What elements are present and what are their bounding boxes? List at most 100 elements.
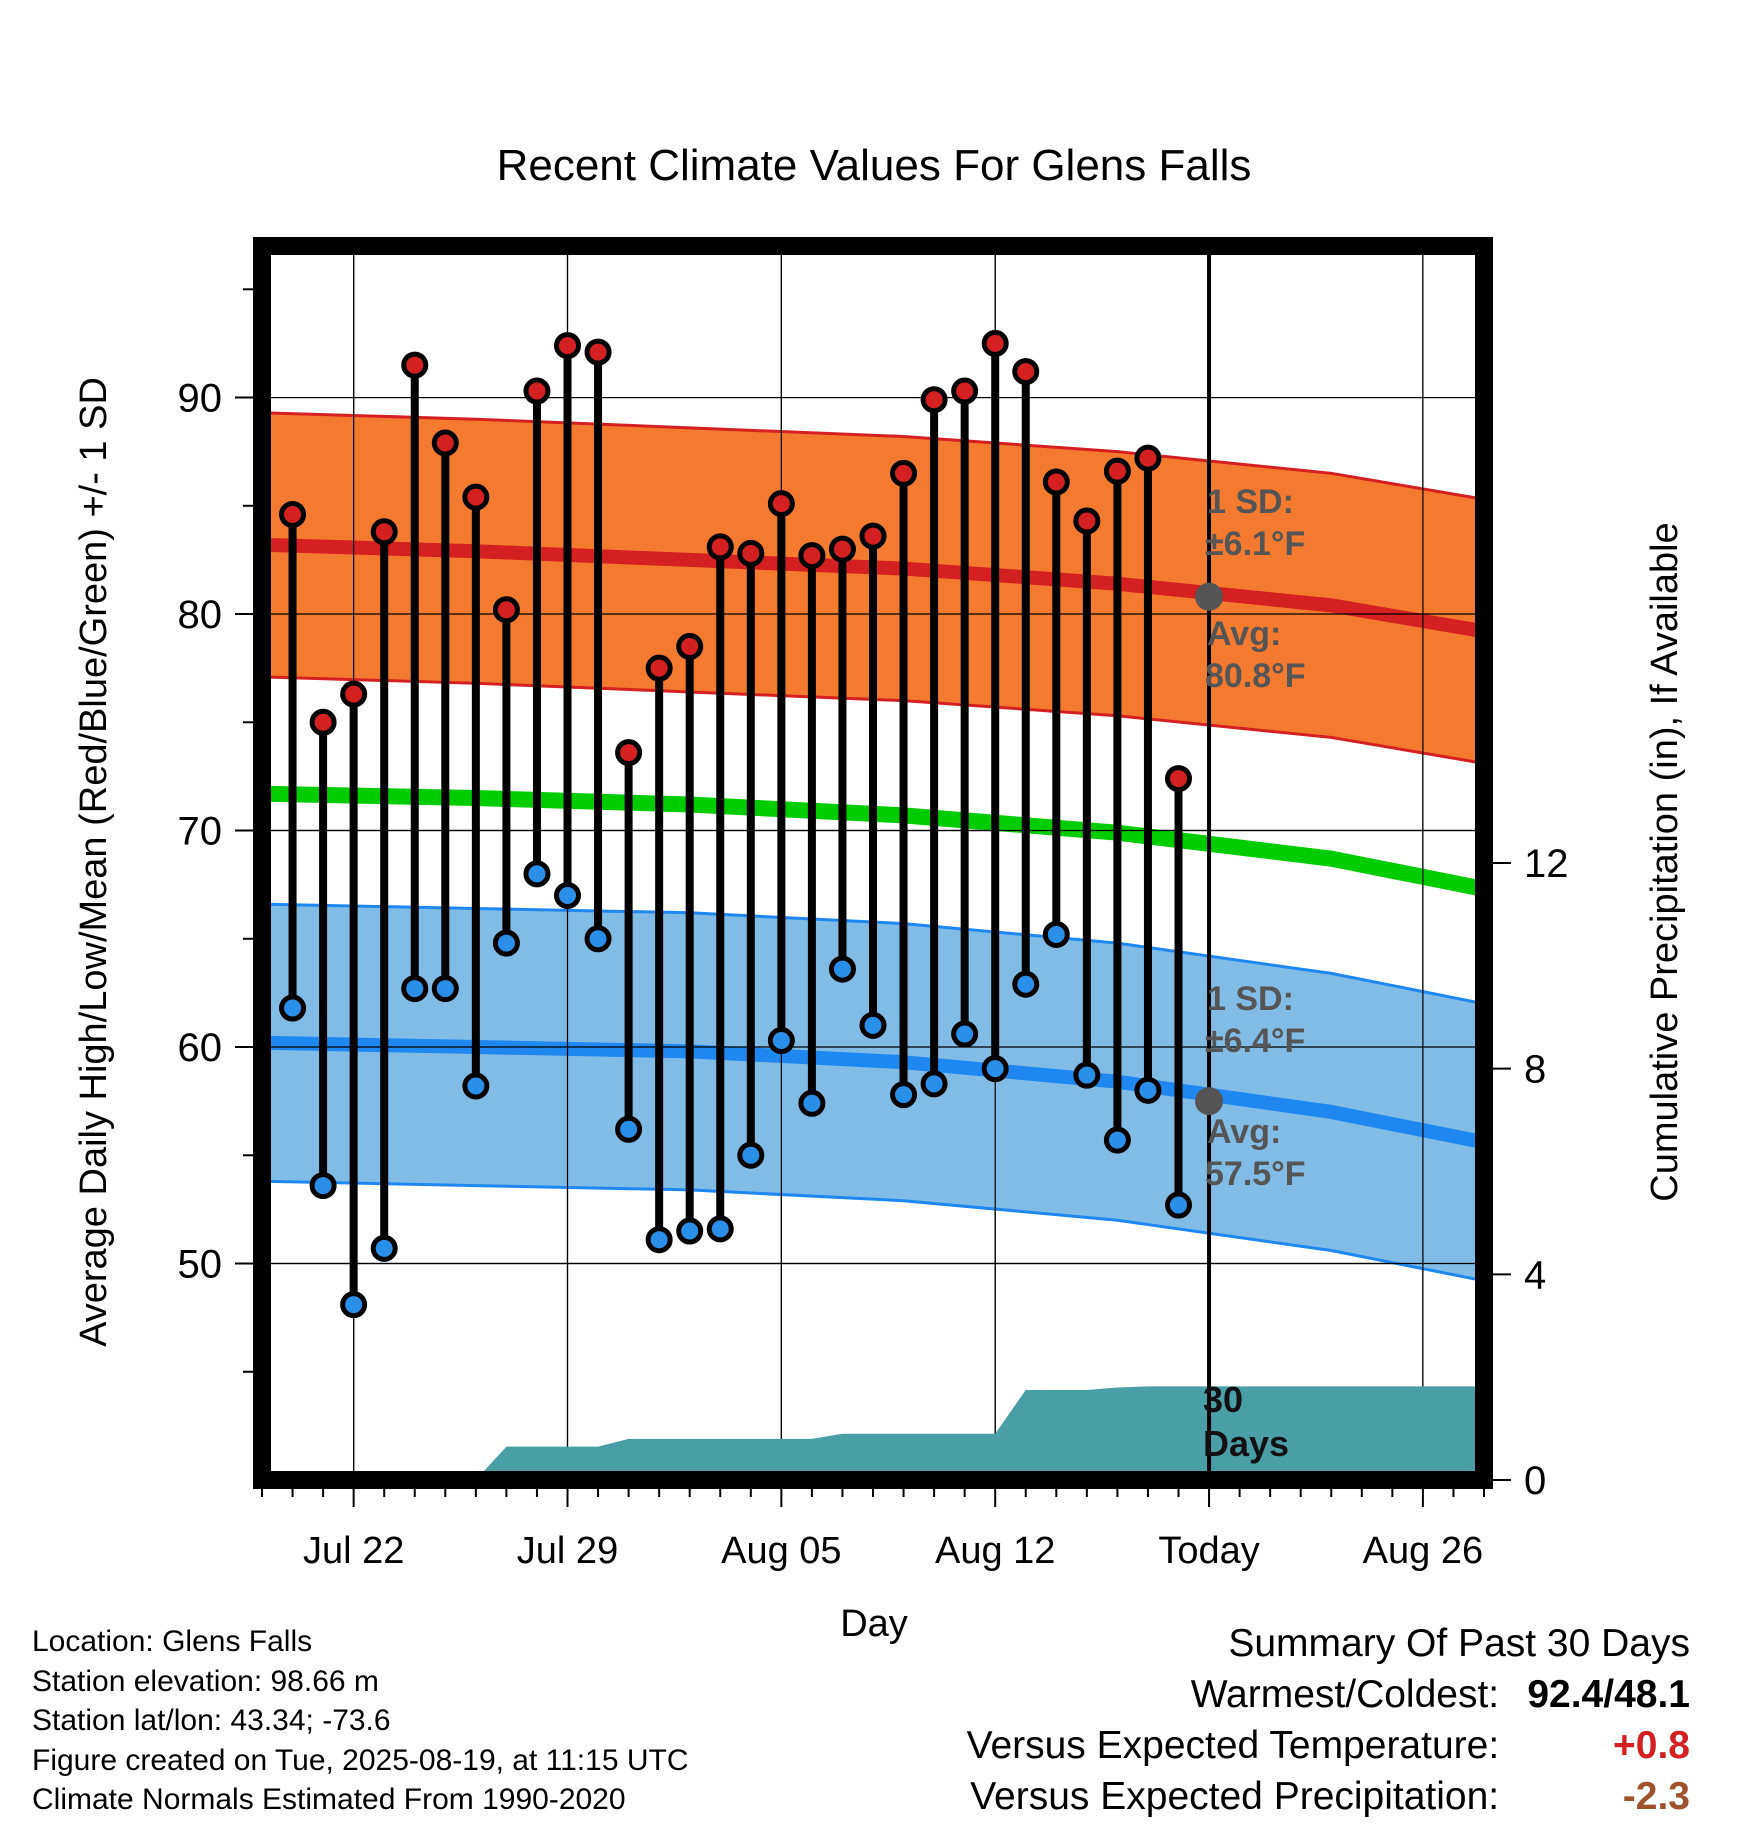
daily-high-point xyxy=(951,377,979,405)
daily-high-point xyxy=(615,739,643,767)
daily-high-point xyxy=(554,332,581,360)
temp-value: +0.8 xyxy=(1613,1724,1690,1767)
location-text: Location: Glens Falls xyxy=(32,1625,313,1658)
elevation-text: Station elevation: 98.66 m xyxy=(32,1664,379,1698)
low-sd-label: 1 SD: xyxy=(1207,980,1294,1018)
daily-high-point xyxy=(767,490,795,518)
low-sd-lower-edge xyxy=(262,1179,1484,1283)
daily-low-point xyxy=(859,1011,887,1039)
daily-low-point xyxy=(767,1027,795,1055)
x-axis-title: Day xyxy=(840,1603,908,1645)
daily-low-point xyxy=(1165,1191,1192,1219)
x-tick-label: Aug 26 xyxy=(1363,1530,1483,1572)
daily-low-point xyxy=(340,1291,368,1319)
x-tick-label: Jul 22 xyxy=(303,1530,404,1572)
y-tick-label: 90 xyxy=(178,377,223,421)
precip-value: -2.3 xyxy=(1622,1775,1690,1818)
high-avg-label: Avg: xyxy=(1207,615,1281,653)
x-tick-label: Aug 12 xyxy=(935,1530,1055,1572)
y-tick-label: 70 xyxy=(178,810,223,854)
x-tick-label: Jul 29 xyxy=(517,1530,618,1572)
summary-temp-row: Versus Expected Temperature: +0.8 xyxy=(967,1720,1690,1771)
today-high-avg-marker xyxy=(1195,582,1224,611)
daily-high-point xyxy=(890,459,918,487)
warmest-value: 92.4/48.1 xyxy=(1527,1673,1690,1716)
daily-high-point xyxy=(279,500,307,528)
precip-label: Versus Expected Precipitation: xyxy=(970,1775,1500,1818)
daily-low-point xyxy=(431,975,459,1003)
low-avg-label: Avg: xyxy=(1207,1113,1281,1151)
plot-inner xyxy=(262,246,1484,1480)
daily-high-point xyxy=(431,429,459,457)
daily-low-point xyxy=(1042,920,1070,948)
daily-low-point xyxy=(890,1081,918,1109)
daily-high-point xyxy=(401,351,429,379)
low-annotations: 1 SD: ±6.4°F Avg: 57.5°F xyxy=(1205,980,1306,1193)
y-tick-label: 60 xyxy=(178,1026,223,1070)
plot-frame xyxy=(253,237,1493,1489)
y2-tick-label: 0 xyxy=(1524,1459,1546,1503)
daily-high-point xyxy=(676,633,704,661)
temp-label: Versus Expected Temperature: xyxy=(966,1724,1500,1767)
y2-tick-label: 12 xyxy=(1524,842,1569,886)
daily-high-point xyxy=(645,654,673,682)
latlon-text: Station lat/lon: 43.34; -73.6 xyxy=(32,1704,391,1737)
daily-high-point xyxy=(706,533,734,561)
daily-low-point xyxy=(1134,1076,1162,1104)
daily-low-point xyxy=(584,925,612,953)
daily-high-point xyxy=(1073,507,1101,535)
plot-area: 50 60 70 80 90 0 4 8 12 Jul 22 Jul 29 Aug 05 Aug 12 T… xyxy=(178,237,1569,1572)
daily-low-point xyxy=(981,1055,1009,1083)
daily-high-point xyxy=(340,680,368,708)
daily-high-point xyxy=(859,522,887,550)
y2-tick-label: 4 xyxy=(1524,1253,1546,1297)
daily-low-point xyxy=(798,1089,826,1117)
x-tick-label: Today xyxy=(1158,1530,1259,1572)
daily-low-point xyxy=(706,1215,734,1243)
y2-axis-title: Cumulative Precipitation (in), If Availa… xyxy=(1644,522,1686,1201)
daily-low-point xyxy=(279,994,307,1022)
daily-high-point xyxy=(1042,468,1070,496)
daily-low-point xyxy=(554,881,581,909)
daily-high-point xyxy=(737,539,765,567)
daily-low-point xyxy=(1073,1061,1101,1089)
daily-high-point xyxy=(981,329,1009,357)
daily-low-point xyxy=(1103,1126,1131,1154)
days-count: 30 xyxy=(1203,1379,1243,1420)
precip-area xyxy=(262,1386,1484,1480)
daily-high-point xyxy=(1134,444,1162,472)
daily-high-point xyxy=(584,338,612,366)
daily-high-point xyxy=(1103,457,1131,485)
station-info: Location: Glens Falls Station elevation:… xyxy=(32,1622,689,1820)
daily-low-point xyxy=(370,1234,398,1262)
daily-high-point xyxy=(920,386,948,414)
daily-high-point xyxy=(828,535,856,563)
high-sd-value: ±6.1°F xyxy=(1205,525,1305,563)
low-avg-value: 57.5°F xyxy=(1205,1155,1306,1193)
daily-high-point xyxy=(1165,765,1192,793)
daily-low-point xyxy=(492,929,520,957)
daily-low-point xyxy=(523,860,551,888)
x-tick-label: Aug 05 xyxy=(721,1530,841,1572)
low-sd-value: ±6.4°F xyxy=(1205,1022,1305,1060)
daily-high-point xyxy=(309,708,337,736)
y-tick-label: 80 xyxy=(178,593,223,637)
summary-warmest-row: Warmest/Coldest: 92.4/48.1 xyxy=(967,1669,1690,1720)
chart-title: Recent Climate Values For Glens Falls xyxy=(497,141,1252,190)
daily-low-point xyxy=(676,1217,704,1245)
summary-panel: Summary Of Past 30 Days Warmest/Coldest:… xyxy=(967,1618,1690,1822)
daily-low-point xyxy=(309,1172,337,1200)
daily-low-point xyxy=(401,975,429,1003)
daily-low-point xyxy=(920,1070,948,1098)
daily-low-point xyxy=(462,1072,490,1100)
daily-low-point xyxy=(951,1020,979,1048)
days-annotation: 30 Days xyxy=(1203,1379,1289,1464)
high-annotations: 1 SD: ±6.1°F Avg: 80.8°F xyxy=(1205,483,1306,695)
summary-heading: Summary Of Past 30 Days xyxy=(1228,1622,1690,1665)
daily-high-point xyxy=(492,596,520,624)
daily-low-point xyxy=(737,1141,765,1169)
daily-high-point xyxy=(370,518,398,546)
y-axis-title: Average Daily High/Low/Mean (Red/Blue/Gr… xyxy=(73,377,115,1347)
days-label: Days xyxy=(1203,1423,1289,1464)
